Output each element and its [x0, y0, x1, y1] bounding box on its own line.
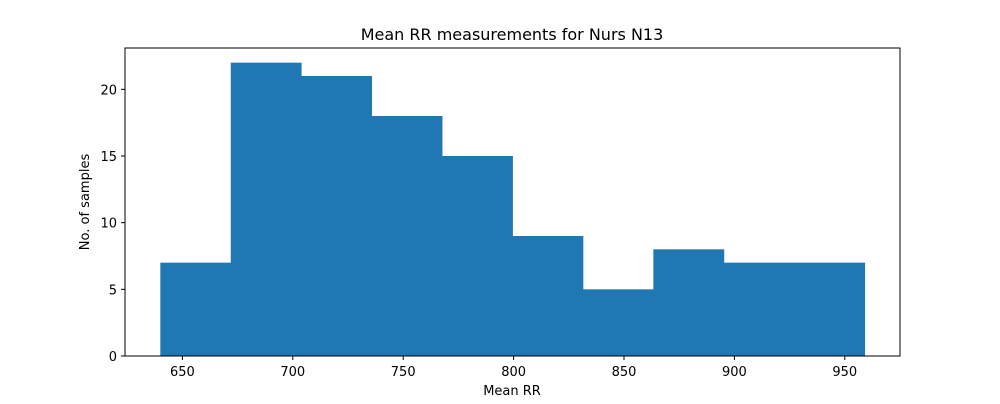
histogram-bar	[723, 262, 795, 356]
y-axis-ticks: 0 5 10 15 20	[100, 83, 125, 365]
histogram-bar	[582, 289, 654, 356]
y-tick-label: 5	[109, 283, 117, 298]
bars-group	[160, 62, 866, 357]
plot-frame	[124, 47, 901, 357]
histogram-bar	[301, 76, 373, 356]
x-tick-label: 800	[501, 365, 526, 380]
histogram-bar	[230, 62, 302, 357]
y-tick-label: 20	[100, 83, 117, 98]
histogram-bar	[794, 262, 866, 356]
y-tick-label: 10	[100, 217, 117, 232]
histogram-bar	[653, 249, 725, 356]
x-tick-label: 850	[612, 365, 637, 380]
x-tick-label: 950	[832, 365, 857, 380]
x-tick-label: 900	[722, 365, 747, 380]
x-axis-label: Mean RR	[483, 384, 541, 399]
y-tick-label: 15	[100, 150, 117, 165]
histogram-bar	[160, 262, 232, 356]
chart-title: Mean RR measurements for Nurs N13	[361, 25, 664, 44]
histogram-bar	[512, 236, 584, 356]
histogram-bar	[442, 156, 513, 356]
histogram-bar	[371, 116, 443, 356]
x-axis-ticks: 650 700 750 800 850 900 950	[170, 356, 857, 380]
x-tick-label: 700	[280, 365, 305, 380]
x-tick-label: 750	[391, 365, 416, 380]
x-tick-label: 650	[170, 365, 195, 380]
y-axis-label: No. of samples	[78, 154, 93, 251]
y-tick-label: 0	[109, 350, 117, 365]
